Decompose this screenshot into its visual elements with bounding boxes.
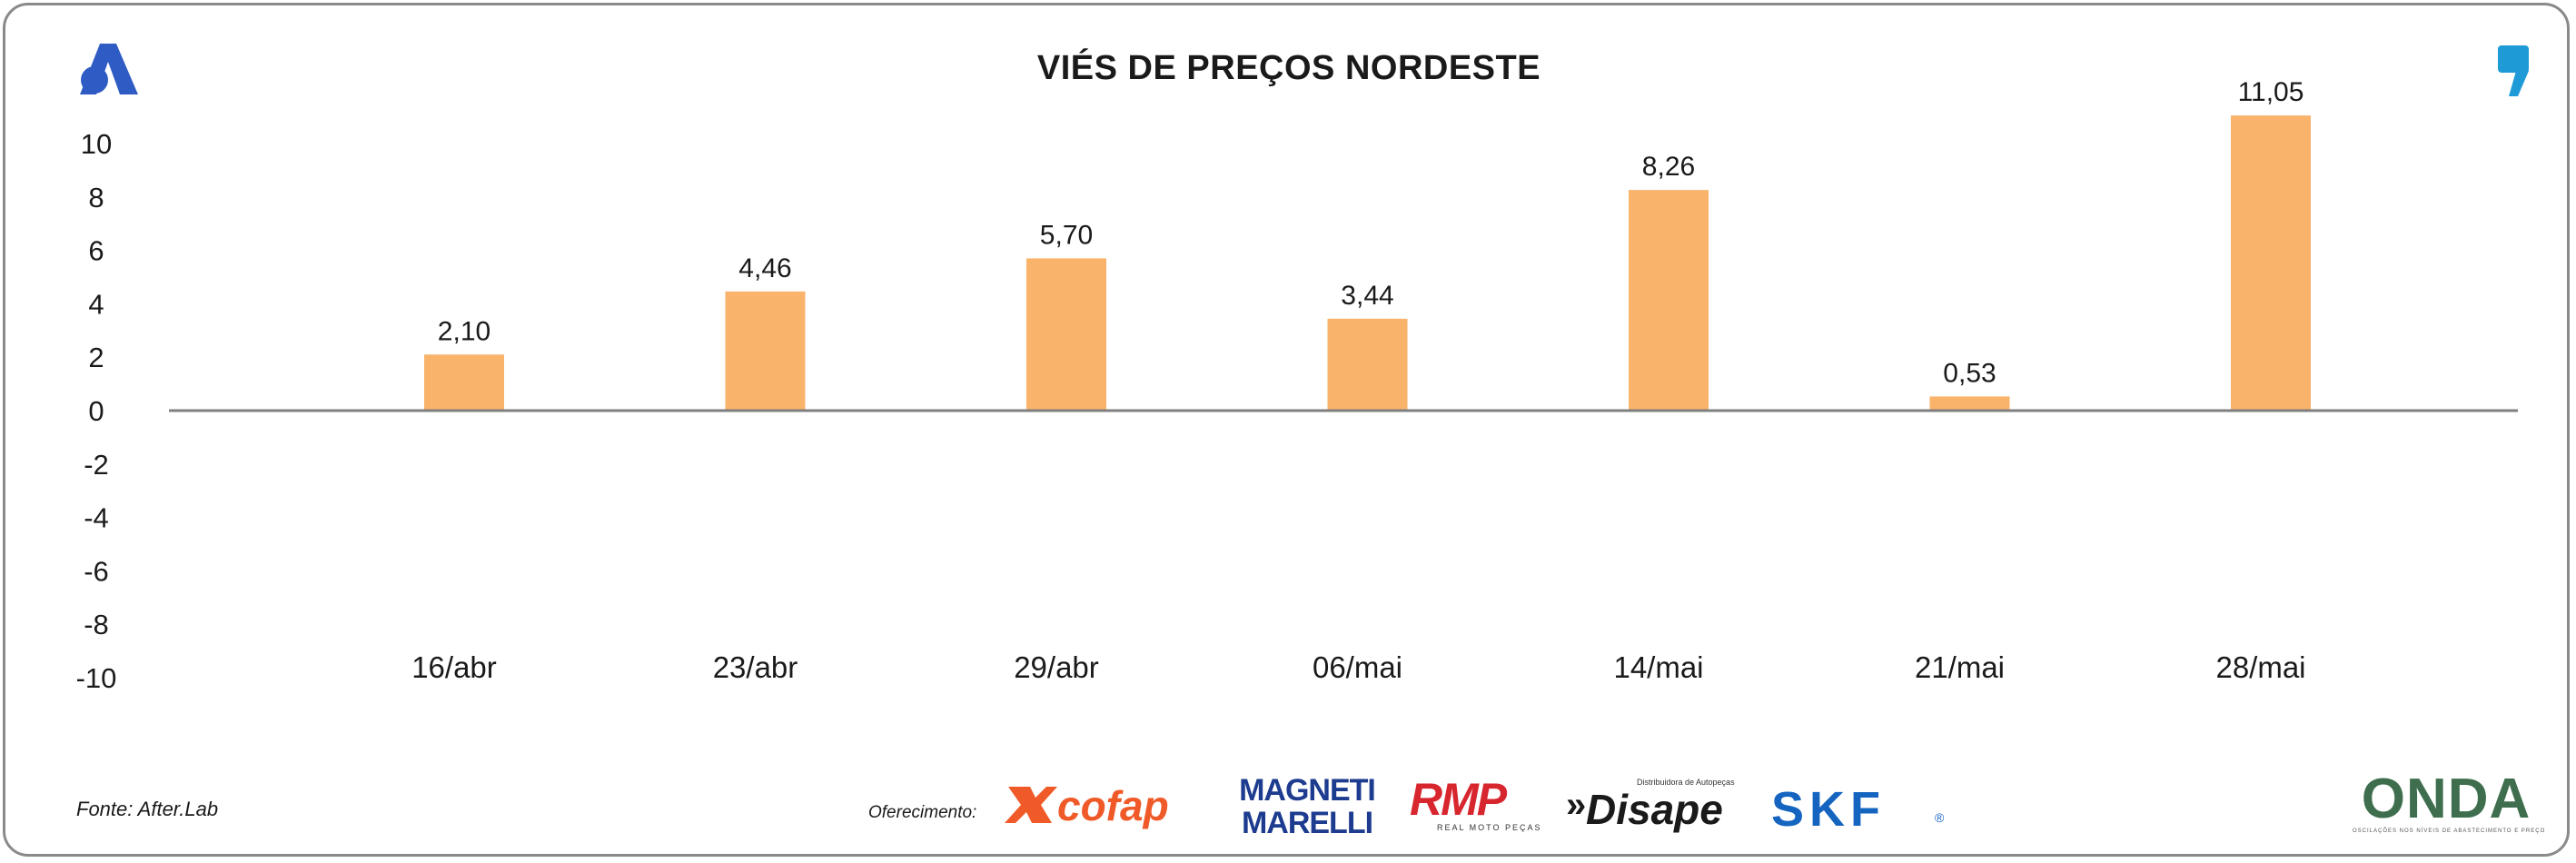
magneti-logo-text: MAGNETI — [1239, 773, 1376, 808]
x-tick-label: 16/abr — [411, 650, 497, 684]
onda-sub-text: OSCILAÇÕES NOS NÍVEIS DE ABASTECIMENTO E… — [2353, 828, 2546, 834]
y-tick-label: -4 — [84, 502, 109, 534]
bar — [1026, 258, 1106, 411]
bar — [2231, 115, 2311, 411]
y-tick-label: 10 — [81, 128, 112, 160]
bar-value-label: 8,26 — [1642, 152, 1695, 182]
x-tick-label: 23/abr — [713, 650, 798, 684]
bar-value-label: 11,05 — [2238, 77, 2304, 107]
chart-frame: VIÉS DE PREÇOS NORDESTE 10 8 6 4 2 0 -2 -4 -6 -8 -… — [3, 3, 2570, 857]
cofap-logo-text: cofap — [1057, 782, 1169, 829]
y-tick-label: -8 — [84, 609, 109, 640]
bar-value-label: 4,46 — [738, 253, 791, 283]
bar — [1629, 190, 1709, 411]
skf-logo-text: SKF — [1771, 782, 1886, 837]
source-note: Fonte: After.Lab — [76, 798, 219, 820]
bar-value-label: 2,10 — [438, 316, 490, 346]
disape-logo-text: Disape — [1586, 786, 1723, 833]
y-tick-label: 8 — [88, 182, 104, 213]
bar — [1327, 318, 1408, 411]
disape-logo: Distribuidora de Autopeças » Disape — [1566, 778, 1793, 841]
y-tick-label: 4 — [88, 288, 104, 320]
x-tick-label: 06/mai — [1313, 650, 1402, 684]
magneti-marelli-logo: MAGNETI MARELLI — [1239, 773, 1376, 843]
quote-icon — [2498, 45, 2529, 96]
bar — [424, 354, 504, 411]
onda-logo-text: ONDA — [2361, 768, 2531, 830]
skf-logo: SKF ® — [1771, 781, 1953, 837]
y-tick-label: -2 — [84, 449, 109, 481]
bar-chart: 10 8 6 4 2 0 -2 -4 -6 -8 -10 2,10 4,46 5,70 3,44 8,26 0… — [76, 44, 2529, 694]
bar — [1929, 396, 2010, 411]
y-tick-label: -6 — [84, 555, 109, 587]
brand-logo-icon — [80, 44, 138, 94]
cofap-mark-icon — [1005, 787, 1057, 823]
y-tick-label: 0 — [88, 395, 104, 427]
chevron-right-icon: » — [1566, 785, 1587, 825]
bar-value-label: 3,44 — [1341, 281, 1393, 311]
registered-icon: ® — [1935, 810, 1945, 825]
bar — [725, 291, 806, 411]
y-tick-label: 2 — [88, 342, 104, 373]
rmp-logo-text: RMP — [1410, 774, 1507, 825]
disape-sub-text: Distribuidora de Autopeças — [1637, 778, 1735, 787]
chart-title: VIÉS DE PREÇOS NORDESTE — [1036, 49, 1541, 87]
y-tick-label: 6 — [88, 235, 104, 267]
x-tick-label: 28/mai — [2215, 650, 2305, 684]
rmp-sub-text: REAL MOTO PEÇAS — [1437, 823, 1542, 832]
x-tick-label: 29/abr — [1014, 650, 1099, 684]
cofap-logo: cofap — [1003, 779, 1214, 830]
bar-value-label: 5,70 — [1040, 220, 1093, 250]
onda-logo: ONDA OSCILAÇÕES NOS NÍVEIS DE ABASTECIME… — [2353, 768, 2546, 843]
bar-value-label: 0,53 — [1943, 358, 1996, 388]
marelli-logo-text: MARELLI — [1241, 806, 1373, 840]
x-tick-label: 21/mai — [1915, 650, 2005, 684]
sponsor-label: Oferecimento: — [868, 803, 977, 822]
rmp-logo: RMP REAL MOTO PEÇAS — [1410, 776, 1544, 839]
y-tick-label: -10 — [76, 662, 117, 694]
x-tick-label: 14/mai — [1613, 650, 1703, 684]
